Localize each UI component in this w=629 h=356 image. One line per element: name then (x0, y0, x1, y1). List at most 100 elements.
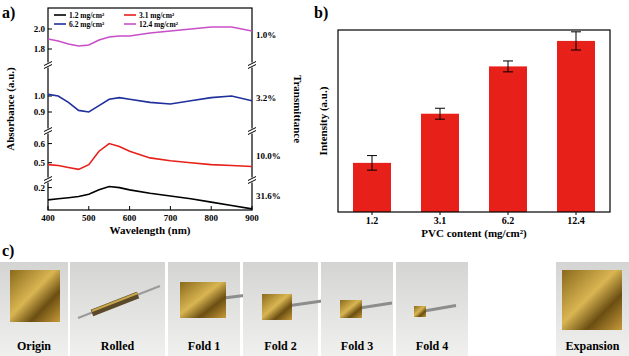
y-tick-label: 1.8 (34, 44, 46, 54)
legend-swatch (54, 14, 66, 16)
panel-label: c) (2, 242, 14, 260)
legend-label: 6.2 mg/cm² (69, 20, 105, 29)
error-cap (503, 60, 513, 61)
photo-caption: Fold 3 (341, 339, 373, 353)
film-highlight (92, 293, 138, 311)
y-tick (48, 143, 52, 144)
y-tick-label: 0.2 (34, 183, 46, 193)
bar (421, 114, 459, 212)
x-tick-label: 3.1 (434, 215, 447, 226)
figure: a)400500600700800900Wavelength (nm)Absor… (0, 0, 629, 356)
transmittance-label: 3.2% (256, 93, 276, 103)
series-group (48, 94, 252, 112)
error-line (576, 32, 577, 50)
plot-frame (48, 8, 252, 210)
error-cap (435, 119, 445, 120)
y-tick (48, 49, 52, 50)
y-axis-label: Intensity (a.u.) (317, 86, 330, 155)
y-tick (48, 112, 52, 113)
film (562, 270, 622, 330)
photo-background (556, 262, 629, 356)
photo-background (70, 262, 165, 356)
panel-b: b)1.23.16.212.4PVC content (mg/cm²)Inten… (314, 4, 610, 240)
photo-caption: Expansion (565, 339, 619, 353)
series-line (48, 186, 252, 208)
transmittance-label: 31.6% (256, 191, 281, 201)
axis-break (44, 65, 52, 69)
needle (78, 286, 160, 318)
bar (353, 163, 391, 212)
x-tick-label: 400 (41, 213, 55, 223)
x-tick (129, 206, 130, 210)
error-bar (503, 61, 513, 72)
y-tick-label: 0.5 (34, 158, 46, 168)
photo-caption: Rolled (101, 339, 135, 353)
error-line (372, 156, 373, 171)
error-line (440, 108, 441, 119)
photo-caption: Fold 1 (188, 339, 220, 353)
y-tick (48, 187, 52, 188)
axis-break (248, 65, 256, 69)
legend-swatch (54, 23, 66, 25)
tweezers (421, 306, 456, 312)
axis-break (249, 63, 255, 68)
x-tick-label: 900 (245, 213, 259, 223)
x-tick (48, 206, 49, 210)
error-bar (367, 156, 377, 171)
y-tick-label: 2.0 (34, 24, 46, 34)
axis-break (44, 131, 52, 135)
film (180, 282, 226, 318)
x-tick-label: 700 (164, 213, 178, 223)
photo (556, 262, 629, 356)
y-tick-label: 0.9 (34, 107, 46, 117)
bars-group (353, 32, 595, 212)
photo (321, 262, 393, 356)
series-group (48, 27, 252, 46)
error-bar (571, 32, 581, 50)
error-cap (367, 155, 377, 156)
legend-label: 3.1 mg/cm² (139, 11, 175, 20)
x-tick-label: 500 (82, 213, 96, 223)
photo-caption: Fold 4 (416, 339, 448, 353)
photo-caption: Fold 2 (264, 339, 296, 353)
photo (396, 262, 468, 356)
photo-background (243, 262, 318, 356)
error-cap (571, 50, 581, 51)
photo-background (321, 262, 393, 356)
legend-swatch (124, 23, 136, 25)
y-tick (48, 29, 52, 30)
bar (557, 41, 595, 212)
x-tick-label: 600 (123, 213, 137, 223)
legend-label: 1.2 mg/cm² (69, 11, 105, 20)
y-axis-label: Absorbance (a.u.) (4, 67, 17, 151)
plot-frame (338, 30, 610, 212)
photo (243, 262, 322, 356)
film (414, 306, 426, 317)
photo-caption: Origin (17, 339, 51, 353)
error-cap (503, 71, 513, 72)
axis-break (248, 180, 256, 184)
film (92, 295, 138, 313)
film (10, 270, 60, 322)
axis-break (249, 178, 255, 183)
error-line (508, 61, 509, 72)
x-axis-label: Wavelength (nm) (110, 224, 191, 237)
axis-break (249, 129, 255, 134)
y-tick (48, 162, 52, 163)
transmittance-label: 10.0% (256, 151, 281, 161)
x-tick-label: 1.2 (366, 215, 379, 226)
axis-break (44, 180, 52, 184)
panel-label: b) (314, 4, 328, 22)
series-group (48, 186, 252, 208)
y2-axis-label: Transmittance (292, 75, 304, 143)
error-cap (367, 170, 377, 171)
photo (0, 262, 68, 356)
photo (168, 262, 256, 356)
panel-c: Origin Rolled Fold 1 Fold 2 Fold 3 Fold 4 Expa… (0, 242, 629, 356)
x-axis-label: PVC content (mg/cm²) (421, 227, 527, 240)
panel-a: a)400500600700800900Wavelength (nm)Absor… (2, 4, 304, 237)
bar (489, 66, 527, 212)
x-tick-label: 12.4 (567, 215, 585, 226)
x-tick (211, 206, 212, 210)
x-tick (170, 206, 171, 210)
